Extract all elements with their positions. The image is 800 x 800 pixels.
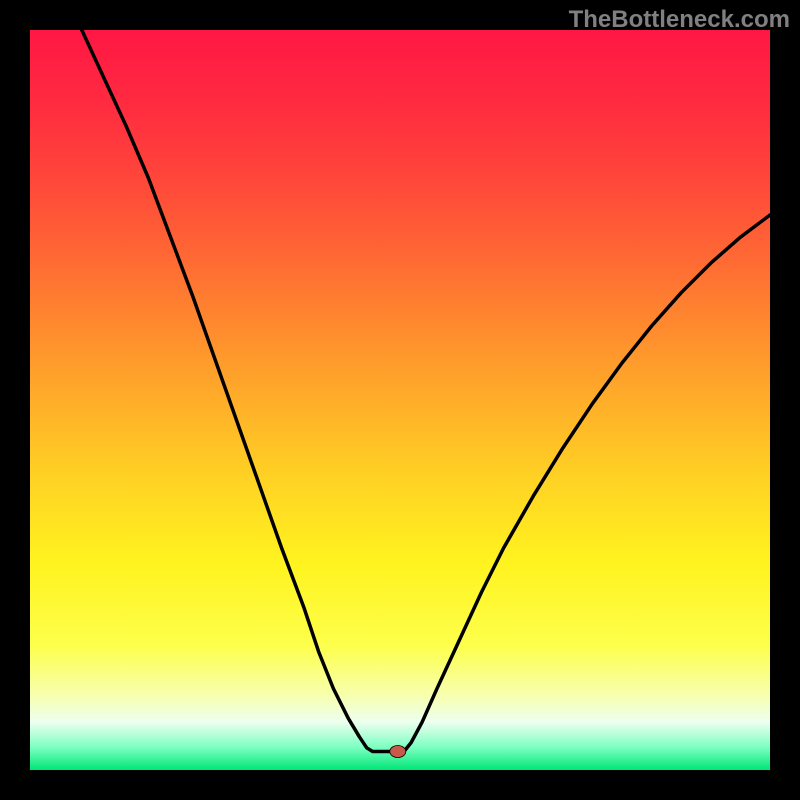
watermark-text: TheBottleneck.com — [569, 6, 790, 34]
chart-canvas: TheBottleneck.com — [0, 0, 800, 800]
bottleneck-chart — [30, 30, 770, 770]
gradient-background — [30, 30, 770, 770]
optimal-point-marker — [390, 746, 406, 758]
